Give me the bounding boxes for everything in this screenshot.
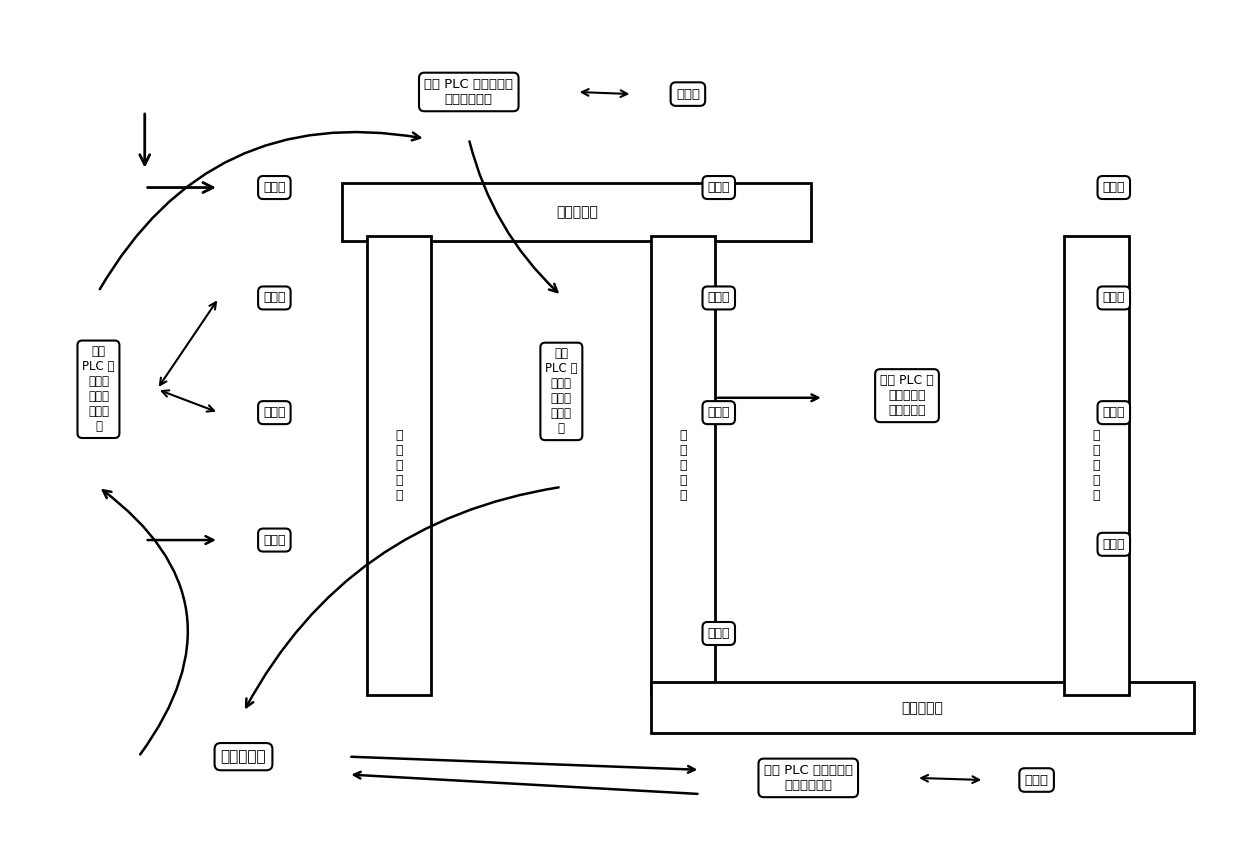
Text: 操作台: 操作台: [676, 87, 699, 101]
Text: 过度运输线: 过度运输线: [556, 204, 598, 219]
Text: 第一
PLC 系
统自动
化设备
的服务
器: 第一 PLC 系 统自动 化设备 的服务 器: [82, 345, 114, 433]
Bar: [651, 682, 1194, 734]
Text: 操作台: 操作台: [263, 534, 285, 546]
Text: 操作台: 操作台: [1102, 181, 1125, 194]
Text: 操作台: 操作台: [1102, 292, 1125, 304]
Text: 操作台: 操作台: [263, 181, 285, 194]
Text: 第二 PLC 系统自动化
设备的服务器: 第二 PLC 系统自动化 设备的服务器: [424, 78, 513, 106]
Bar: [367, 236, 432, 695]
Text: 操作台: 操作台: [1102, 406, 1125, 419]
Text: 服务控制端: 服务控制端: [221, 749, 267, 764]
Text: 操作台: 操作台: [1024, 774, 1049, 787]
Text: 检
验
生
产
线: 检 验 生 产 线: [680, 429, 687, 502]
Text: 操作台: 操作台: [263, 406, 285, 419]
Text: 第三
PLC 系
统自动
化设备
的服务
器: 第三 PLC 系 统自动 化设备 的服务 器: [546, 347, 578, 435]
Text: 过度运输线: 过度运输线: [901, 701, 944, 715]
Text: 第四 PLC 系统自动化
设备的服务器: 第四 PLC 系统自动化 设备的服务器: [764, 764, 853, 792]
Text: 操作台: 操作台: [1102, 538, 1125, 551]
Text: 操作台: 操作台: [708, 181, 730, 194]
Bar: [651, 236, 715, 695]
Text: 第五 PLC 系
统自动化设
备的服务器: 第五 PLC 系 统自动化设 备的服务器: [880, 374, 934, 417]
Text: 包
装
生
产
线: 包 装 生 产 线: [1092, 429, 1100, 502]
Text: 组
装
生
产
线: 组 装 生 产 线: [396, 429, 403, 502]
Text: 操作台: 操作台: [708, 406, 730, 419]
Text: 操作台: 操作台: [708, 292, 730, 304]
Text: 操作台: 操作台: [708, 627, 730, 640]
Bar: [342, 183, 811, 240]
Bar: [1064, 236, 1128, 695]
Text: 操作台: 操作台: [263, 292, 285, 304]
